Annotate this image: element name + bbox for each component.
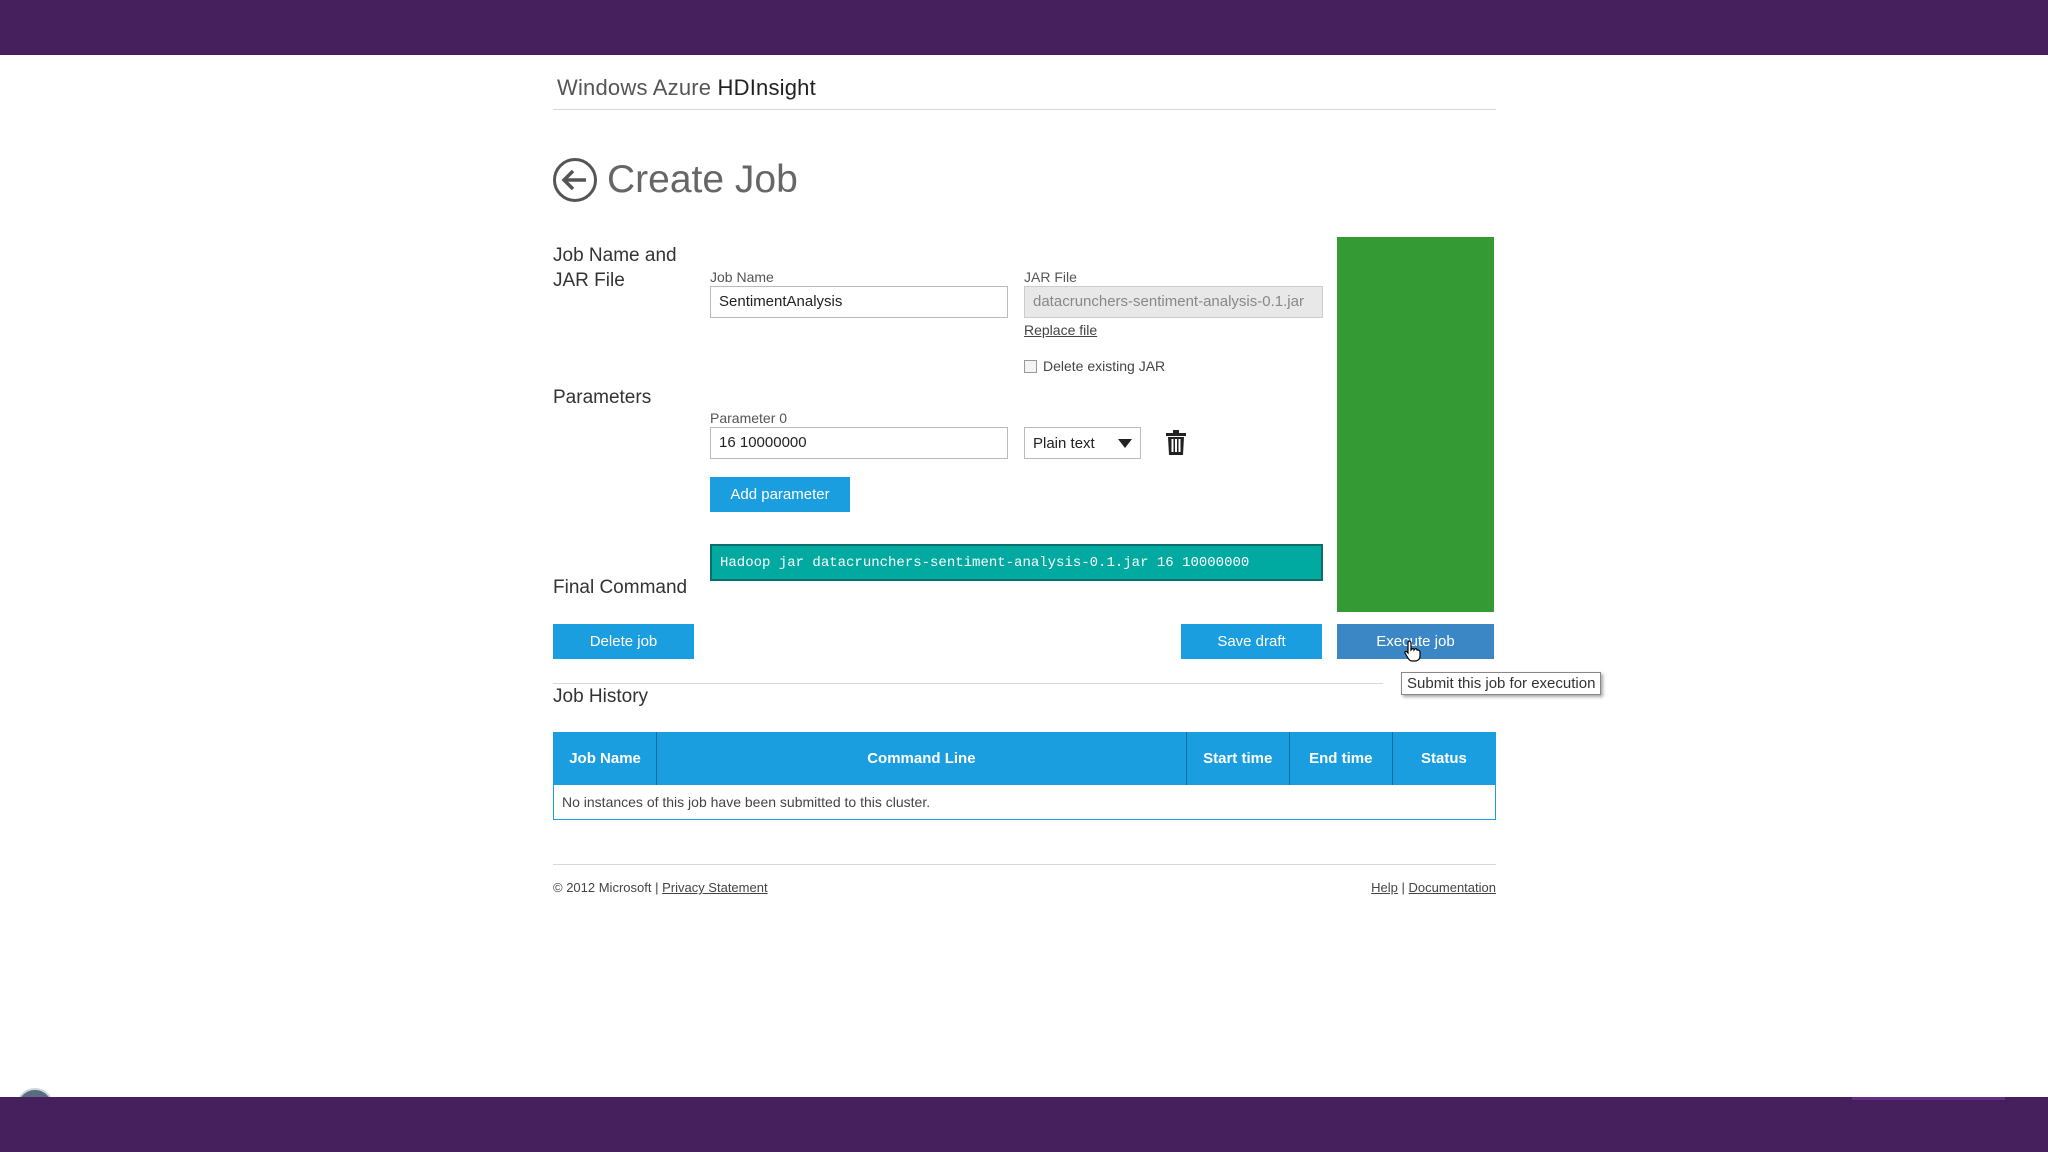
help-link[interactable]: Help	[1371, 880, 1398, 895]
jar-file-input: datacrunchers-sentiment-analysis-0.1.jar	[1024, 286, 1323, 318]
top-bar	[0, 0, 2048, 55]
brand-title: Windows Azure HDInsight	[557, 75, 816, 101]
green-panel	[1337, 237, 1494, 612]
column-header-end-time[interactable]: End time	[1289, 732, 1393, 785]
title-row: Create Job	[553, 155, 798, 205]
table-row: No instances of this job have been submi…	[554, 785, 1496, 820]
header-divider	[553, 109, 1496, 110]
trash-icon[interactable]	[1165, 430, 1187, 461]
documentation-link[interactable]: Documentation	[1408, 880, 1496, 895]
column-header-command-line[interactable]: Command Line	[656, 732, 1187, 785]
delete-existing-jar-checkbox[interactable]	[1024, 359, 1037, 373]
footer-divider	[553, 864, 1496, 865]
parameter-0-label: Parameter 0	[710, 410, 788, 426]
history-divider	[553, 683, 1383, 684]
replace-file-link[interactable]: Replace file	[1024, 322, 1098, 338]
section-job-history: Job History	[553, 686, 649, 707]
execute-job-tooltip: Submit this job for execution	[1401, 672, 1602, 695]
hand-cursor-icon	[1404, 640, 1422, 667]
privacy-statement-link[interactable]: Privacy Statement	[662, 880, 768, 895]
table-header-row: Job Name Command Line Start time End tim…	[553, 732, 1496, 785]
section-final-command: Final Command	[553, 577, 688, 598]
job-name-label: Job Name	[710, 269, 774, 285]
delete-existing-jar-row[interactable]: Delete existing JAR	[1024, 358, 1165, 374]
column-header-status[interactable]: Status	[1392, 732, 1496, 785]
jar-file-label: JAR File	[1024, 269, 1077, 285]
column-header-start-time[interactable]: Start time	[1186, 732, 1290, 785]
bottom-bar	[0, 1097, 2048, 1152]
section-job-name-jar: Job Name and JAR File	[553, 245, 677, 291]
brand-product: HDInsight	[717, 75, 816, 100]
chevron-down-icon	[1118, 438, 1132, 448]
section-parameters: Parameters	[553, 387, 652, 408]
page-title: Create Job	[607, 158, 798, 201]
job-history-table: Job Name Command Line Start time End tim…	[553, 732, 1496, 820]
delete-job-button[interactable]: Delete job	[553, 624, 694, 659]
empty-history-message: No instances of this job have been submi…	[562, 793, 931, 810]
footer-separator: |	[1401, 880, 1405, 895]
footer-right: Help | Documentation	[1371, 880, 1496, 895]
add-parameter-button[interactable]: Add parameter	[710, 477, 850, 512]
final-command-box: Hadoop jar datacrunchers-sentiment-analy…	[710, 544, 1323, 581]
main-page: Windows Azure HDInsight Create Job Job N…	[553, 55, 1602, 1097]
job-name-input[interactable]: SentimentAnalysis	[710, 286, 1008, 318]
bottom-bar-accent	[1852, 1097, 2005, 1100]
column-header-job-name[interactable]: Job Name	[553, 732, 658, 785]
parameter-0-type-value: Plain text	[1033, 434, 1095, 452]
delete-existing-jar-label: Delete existing JAR	[1043, 358, 1166, 374]
copyright-text: © 2012 Microsoft |	[553, 880, 659, 895]
back-arrow-icon[interactable]	[553, 158, 597, 202]
save-draft-button[interactable]: Save draft	[1181, 624, 1322, 659]
footer-left: © 2012 Microsoft | Privacy Statement	[553, 880, 768, 895]
parameter-0-input[interactable]: 16 10000000	[710, 427, 1008, 459]
brand-prefix: Windows Azure	[557, 75, 712, 100]
parameter-0-type-select[interactable]: Plain text	[1024, 427, 1141, 459]
